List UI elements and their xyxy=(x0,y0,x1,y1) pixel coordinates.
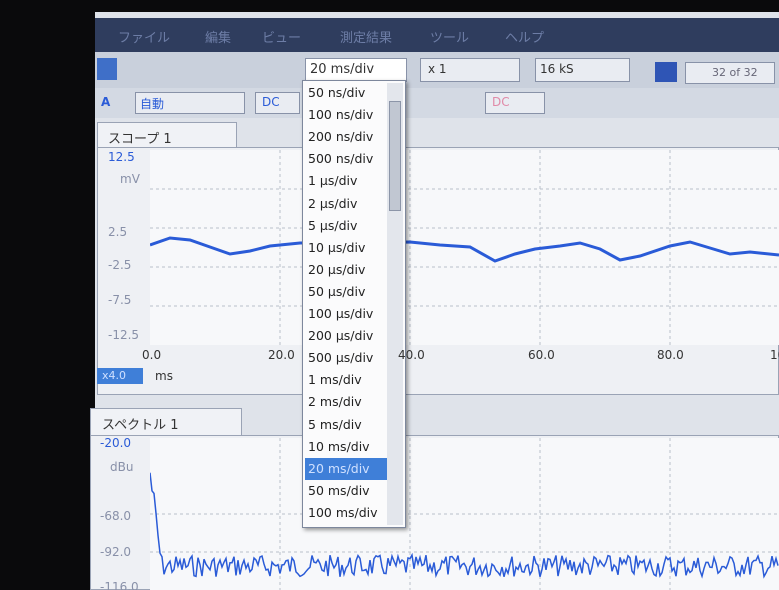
coupling-b-value: DC xyxy=(492,95,510,109)
dropdown-option[interactable]: 2 µs/div xyxy=(305,193,387,215)
dropdown-option[interactable]: 50 ms/div xyxy=(305,480,387,502)
coupling-value: DC xyxy=(262,95,280,109)
dropdown-option[interactable]: 200 µs/div xyxy=(305,325,387,347)
menu-item: ビュー xyxy=(262,27,301,46)
menu-item: 編集 xyxy=(205,27,231,46)
dropdown-option[interactable]: 500 µs/div xyxy=(305,347,387,369)
dropdown-option[interactable]: 100 ns/div xyxy=(305,104,387,126)
channel-label: A xyxy=(101,95,110,109)
x-tick-label: 60.0 xyxy=(528,348,555,362)
dropdown-option[interactable]: 10 ms/div xyxy=(305,436,387,458)
y-tick-label: 2.5 xyxy=(108,225,127,239)
menu-item: ヘルプ xyxy=(505,27,544,46)
dropdown-option[interactable]: 100 ms/div xyxy=(305,502,387,524)
capture-value: 32 of 32 xyxy=(712,66,758,79)
dropdown-option[interactable]: 5 ms/div xyxy=(305,414,387,436)
y-tick-label: 12.5 xyxy=(108,150,135,164)
dropdown-option[interactable]: 10 µs/div xyxy=(305,237,387,259)
dropdown-option[interactable]: 50 ns/div xyxy=(305,82,387,104)
x-tick-label: 80.0 xyxy=(657,348,684,362)
dropdown-option[interactable]: 500 ns/div xyxy=(305,148,387,170)
dropdown-option[interactable]: 100 µs/div xyxy=(305,303,387,325)
y-unit: dBu xyxy=(110,460,133,474)
toolbar-icon[interactable] xyxy=(97,58,117,80)
y-tick-label: -7.5 xyxy=(108,293,131,307)
spectrum-tab-label: スペクトル 1 xyxy=(102,414,179,433)
spectrum-plot xyxy=(150,438,779,590)
x-tick-label: 0.0 xyxy=(142,348,161,362)
y-tick-label: -2.5 xyxy=(108,258,131,272)
menu-item: 測定結果 xyxy=(340,27,392,46)
dropdown-option[interactable]: 2 ms/div xyxy=(305,391,387,413)
dropdown-option[interactable]: 50 µs/div xyxy=(305,281,387,303)
dropdown-option[interactable]: 200 ns/div xyxy=(305,126,387,148)
dropdown-option[interactable]: 20 µs/div xyxy=(305,259,387,281)
x-tick-label: 40.0 xyxy=(398,348,425,362)
y-tick-label: -20.0 xyxy=(100,436,131,450)
y-unit: mV xyxy=(120,172,140,186)
samples-value: 16 kS xyxy=(540,62,574,76)
dropdown-option[interactable]: 1 ms/div xyxy=(305,369,387,391)
x-scale: x4.0 xyxy=(102,369,126,382)
dropdown-option[interactable]: 1 µs/div xyxy=(305,170,387,192)
x-tick-label: 100.0 xyxy=(770,348,779,362)
screen-photo: 50 ns/div100 ns/div200 ns/div500 ns/div1… xyxy=(0,0,779,590)
y-tick-label: -12.5 xyxy=(108,328,139,342)
timebase-value: 20 ms/div xyxy=(310,62,374,77)
dropdown-option[interactable]: 5 µs/div xyxy=(305,215,387,237)
y-tick-label: -92.0 xyxy=(100,545,131,559)
x-tick-label: 20.0 xyxy=(268,348,295,362)
scroll-thumb[interactable] xyxy=(389,101,401,211)
range-value: 自動 xyxy=(140,95,164,112)
dropdown-option[interactable]: 20 ms/div xyxy=(305,458,387,480)
zoom-value: x 1 xyxy=(428,62,447,76)
scope-tab-label: スコープ 1 xyxy=(108,128,172,147)
scope-plot xyxy=(150,150,779,345)
menu-item: ツール xyxy=(430,27,469,46)
x-unit: ms xyxy=(155,369,173,383)
y-tick-label: -116.0 xyxy=(100,580,139,590)
menu-item: ファイル xyxy=(118,27,170,46)
y-tick-label: -68.0 xyxy=(100,509,131,523)
nav-button[interactable] xyxy=(655,62,677,82)
